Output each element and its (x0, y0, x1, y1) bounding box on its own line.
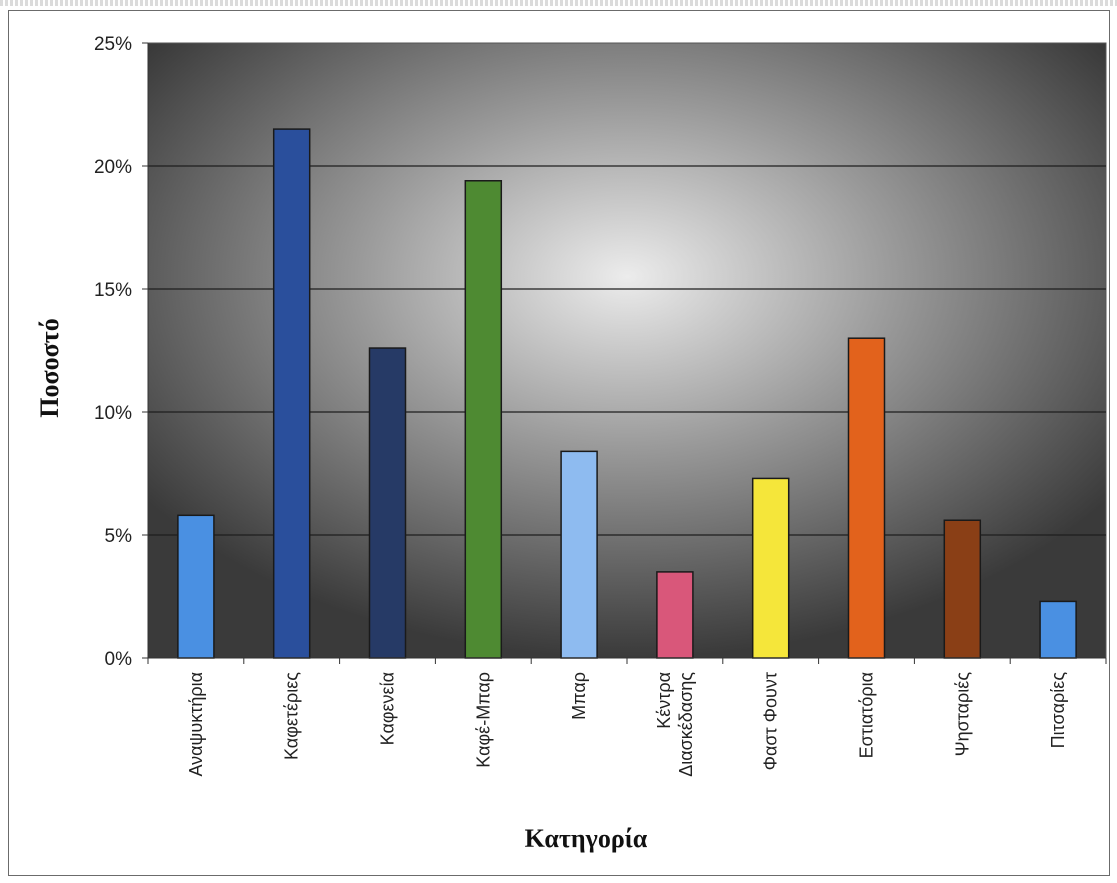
y-tick-label: 0% (105, 649, 133, 670)
x-tick-label: Κέντρα (654, 672, 674, 729)
x-axis-title: Κατηγορία (525, 824, 648, 853)
top-text-remnant (0, 0, 1117, 6)
y-tick-label: 25% (94, 34, 132, 55)
bar (847, 337, 886, 659)
bar (560, 450, 598, 659)
x-tick-label: Πιτσαρίες (1048, 672, 1068, 749)
x-tick-label: Καφενεία (378, 672, 398, 745)
bar (368, 347, 407, 659)
y-axis-title: Ποσοστό (35, 318, 64, 418)
x-tick-label: Καφετέριες (282, 672, 302, 760)
x-tick-label: Εστιατόρια (857, 672, 877, 758)
x-tick-label: Καφέ-Μπαρ (473, 672, 493, 768)
y-tick-label: 5% (105, 526, 133, 547)
x-tick-label: Μπαρ (569, 672, 589, 720)
x-tick-label: Φαστ Φουντ (761, 672, 781, 770)
bar (464, 180, 503, 659)
y-tick-label: 10% (94, 403, 132, 424)
bar (1039, 600, 1077, 659)
x-tick-label: Ψησταριές (952, 672, 972, 757)
y-tick-label: 20% (94, 157, 132, 178)
bar (943, 519, 982, 659)
bar (272, 128, 311, 659)
bar (656, 571, 694, 659)
x-tick-label: Διασκέδασης (676, 672, 696, 777)
bar (177, 514, 215, 659)
y-tick-label: 15% (94, 280, 132, 301)
bar (751, 477, 790, 659)
x-tick-label: Αναψυκτήρια (186, 672, 206, 777)
